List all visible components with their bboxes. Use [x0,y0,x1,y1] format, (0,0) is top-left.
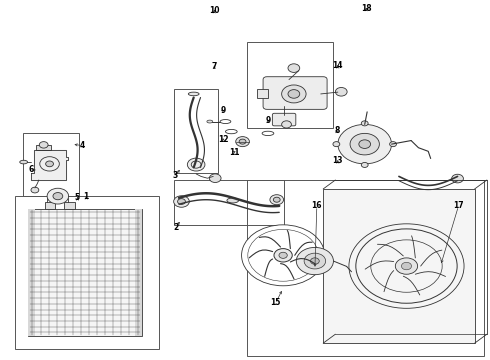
Circle shape [288,90,300,98]
Bar [174,89,218,173]
Text: 11: 11 [229,148,240,157]
Text: 15: 15 [270,298,281,307]
Circle shape [333,141,340,147]
Text: 14: 14 [333,62,343,71]
Circle shape [53,193,63,200]
Text: 2: 2 [173,223,178,232]
Text: 5: 5 [75,193,80,202]
Circle shape [296,247,333,275]
Text: 10: 10 [209,6,220,15]
Circle shape [361,162,368,167]
Bar [27,209,143,336]
Circle shape [359,140,370,148]
FancyBboxPatch shape [263,77,327,109]
Circle shape [282,85,306,103]
Text: 12: 12 [218,135,228,144]
Ellipse shape [20,160,27,164]
Circle shape [350,134,379,155]
Circle shape [187,158,205,171]
Bar [135,209,143,336]
Text: 6: 6 [28,166,34,175]
Circle shape [39,141,48,148]
Bar [323,189,475,343]
Circle shape [401,262,412,270]
Bar [15,196,159,348]
Text: 16: 16 [312,201,322,210]
Circle shape [361,121,368,126]
Circle shape [270,195,284,205]
Text: 9: 9 [266,116,270,125]
Bar [45,202,55,209]
Circle shape [242,225,325,286]
Circle shape [239,139,246,144]
Circle shape [311,258,319,264]
Circle shape [338,125,392,164]
Bar [23,134,79,196]
Circle shape [274,249,292,262]
Circle shape [47,188,69,204]
Circle shape [177,199,185,204]
Circle shape [46,161,53,167]
Text: 17: 17 [453,201,464,210]
Ellipse shape [207,120,213,123]
Text: 9: 9 [220,106,225,115]
Bar [36,145,51,149]
Circle shape [236,136,249,147]
Text: 1: 1 [84,192,89,201]
Circle shape [209,174,221,183]
Circle shape [173,196,189,207]
Circle shape [279,252,287,258]
Text: 3: 3 [173,171,178,180]
Bar [257,89,268,98]
Text: 7: 7 [212,62,217,71]
Circle shape [31,187,39,193]
Text: 13: 13 [333,157,343,166]
Bar [247,42,333,128]
Circle shape [452,174,464,183]
FancyBboxPatch shape [272,113,296,126]
Polygon shape [31,149,68,180]
Bar [247,180,485,356]
Text: 18: 18 [361,4,371,13]
Ellipse shape [188,92,199,96]
Circle shape [395,258,417,274]
Circle shape [273,197,280,202]
Text: 8: 8 [334,126,340,135]
Circle shape [282,121,292,128]
Bar [27,209,35,336]
Circle shape [335,87,347,96]
Circle shape [304,253,326,269]
Bar [64,202,75,209]
Bar [174,180,284,225]
Circle shape [288,64,300,72]
Text: 4: 4 [80,141,85,150]
Circle shape [390,141,396,147]
Ellipse shape [227,198,239,203]
